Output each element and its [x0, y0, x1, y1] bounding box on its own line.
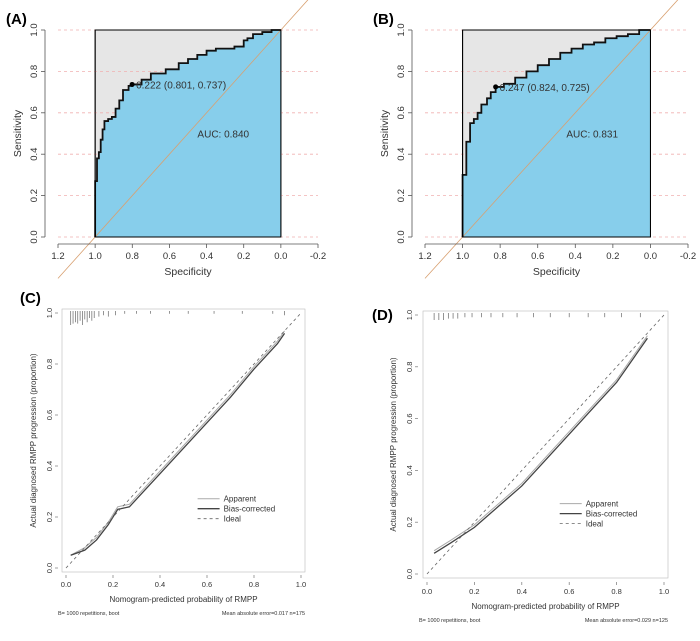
x-tick-label: 0.4	[569, 251, 582, 262]
plot-border	[422, 310, 669, 579]
x-tick-label: 0.2	[469, 587, 479, 596]
y-tick-label: 0.0	[29, 230, 40, 243]
auc-label: AUC: 0.840	[197, 130, 249, 141]
reference-diagonal	[424, 0, 679, 279]
footer-right: Mean absolute error=0.029 n=125	[585, 618, 668, 624]
legend-label: Ideal	[586, 520, 604, 529]
panel-label-b: (B)	[373, 11, 394, 28]
y-axis-title: Sensitivity	[12, 109, 24, 157]
x-tick-label: 1.0	[296, 580, 306, 589]
x-tick-label: 0.8	[249, 580, 259, 589]
panel-label-a: (A)	[6, 11, 27, 28]
x-tick-label: 0.0	[274, 251, 287, 262]
y-tick-label: 1.0	[396, 23, 407, 36]
y-tick-label: 0.0	[396, 230, 407, 243]
x-tick-label: 0.2	[606, 251, 619, 262]
x-axis-title: Nomogram-predicted probability of RMPP	[471, 602, 619, 611]
auc-label: AUC: 0.831	[566, 130, 618, 141]
calibration-line-ideal	[65, 312, 302, 569]
x-tick-label: 0.4	[155, 580, 165, 589]
y-tick-label: 0.0	[45, 563, 54, 573]
plot-border	[94, 29, 282, 238]
x-tick-label: 0.6	[564, 587, 574, 596]
x-tick-label: 1.0	[456, 251, 469, 262]
x-tick-label: 0.0	[61, 580, 71, 589]
x-tick-label: 1.2	[418, 251, 431, 262]
y-tick-label: 0.6	[405, 413, 414, 423]
calibration-line-apparent	[70, 330, 285, 556]
threshold-point	[129, 81, 135, 87]
calibration-line-bias-corrected	[70, 333, 286, 556]
footer-left: B= 1000 repetitions, boot	[58, 611, 120, 617]
y-tick-label: 0.8	[29, 65, 40, 78]
threshold-label: 0.222 (0.801, 0.737)	[136, 80, 226, 91]
y-tick-label: 0.8	[396, 65, 407, 78]
threshold-point	[493, 84, 499, 90]
x-tick-label: 0.2	[237, 251, 250, 262]
x-tick-label: 0.6	[531, 251, 544, 262]
y-tick-label: 0.2	[405, 517, 414, 527]
legend-label: Bias-corrected	[224, 505, 276, 514]
y-tick-label: 0.4	[29, 148, 40, 161]
x-tick-label: 0.6	[202, 580, 212, 589]
x-tick-label: -0.2	[310, 251, 326, 262]
y-tick-label: 1.0	[405, 310, 414, 320]
roc-chart-a: 0.222 (0.801, 0.737) AUC: 0.840 1.2 1.0 0.8 0…	[12, 0, 326, 279]
y-tick-label: 0.2	[45, 512, 54, 522]
legend-label: Apparent	[224, 495, 257, 504]
x-tick-label: -0.2	[680, 251, 696, 262]
x-axis-title: Nomogram-predicted probability of RMPP	[109, 595, 257, 604]
panel-label-c: (C)	[20, 290, 41, 307]
x-tick-label: 0.6	[163, 251, 176, 262]
x-tick-label: 1.2	[51, 251, 64, 262]
plot-border	[61, 308, 306, 573]
roc-chart-b: 0.247 (0.824, 0.725) AUC: 0.831 1.2 1.0 0.8 0…	[379, 0, 696, 279]
y-axis-title: Sensitivity	[379, 109, 391, 157]
threshold-label: 0.247 (0.824, 0.725)	[500, 83, 590, 94]
x-tick-label: 0.4	[517, 587, 527, 596]
y-tick-label: 0.4	[405, 465, 414, 475]
x-tick-label: 0.2	[108, 580, 118, 589]
x-tick-label: 0.8	[494, 251, 507, 262]
calibration-line-bias-corrected	[433, 337, 648, 554]
x-axis-title: Specificity	[533, 266, 581, 278]
y-tick-label: 1.0	[45, 308, 54, 318]
y-axis-title: Actual diagnosed RMPP progression (propo…	[29, 353, 38, 528]
y-tick-label: 0.4	[396, 148, 407, 161]
y-axis-title: Actual diagnosed RMPP progression (propo…	[389, 357, 398, 532]
y-tick-label: 0.8	[45, 359, 54, 369]
reference-diagonal	[57, 0, 309, 279]
roc-curve	[94, 29, 281, 237]
x-tick-label: 0.4	[200, 251, 213, 262]
calibration-line-ideal	[426, 314, 665, 575]
y-tick-label: 0.2	[29, 189, 40, 202]
x-tick-label: 0.8	[126, 251, 139, 262]
panel-label-d: (D)	[372, 307, 393, 324]
x-tick-label: 0.0	[422, 587, 432, 596]
plot-border	[462, 29, 651, 238]
y-tick-label: 0.6	[396, 106, 407, 119]
y-tick-label: 0.4	[45, 461, 54, 471]
x-tick-label: 0.0	[644, 251, 657, 262]
footer-left: B= 1000 repetitions, boot	[419, 618, 481, 624]
legend-label: Ideal	[224, 515, 242, 524]
y-tick-label: 0.6	[45, 410, 54, 420]
legend-label: Bias-corrected	[586, 510, 638, 519]
legend-label: Apparent	[586, 500, 619, 509]
x-tick-label: 1.0	[659, 587, 669, 596]
x-tick-label: 1.0	[89, 251, 102, 262]
x-axis-title: Specificity	[164, 266, 212, 278]
roc-curve	[461, 29, 651, 237]
y-tick-label: 0.0	[405, 569, 414, 579]
y-tick-label: 0.8	[405, 362, 414, 372]
y-tick-label: 1.0	[29, 23, 40, 36]
calibration-line-apparent	[433, 335, 648, 552]
y-tick-label: 0.2	[396, 189, 407, 202]
footer-right: Mean absolute error=0.017 n=175	[222, 611, 305, 617]
y-tick-label: 0.6	[29, 106, 40, 119]
x-tick-label: 0.8	[611, 587, 621, 596]
